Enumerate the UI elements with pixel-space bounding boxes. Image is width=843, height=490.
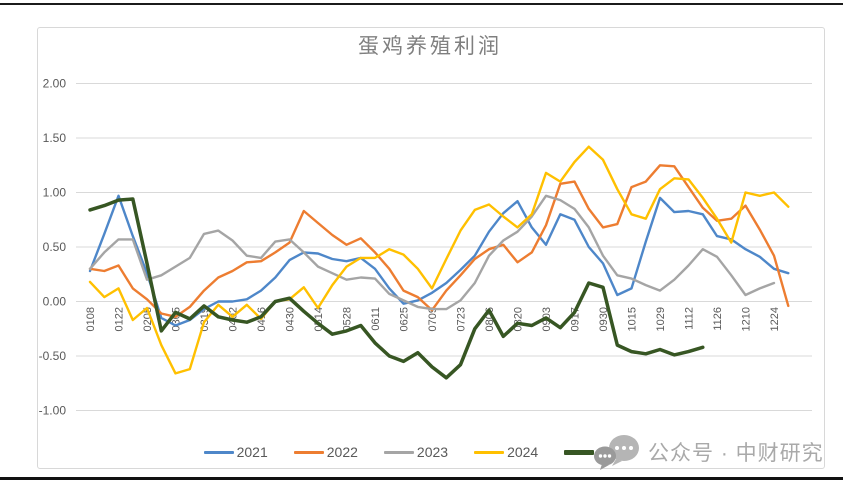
x-axis-label: 0528 — [342, 307, 354, 331]
y-axis-label: 1.50 — [43, 131, 67, 145]
legend-label: 2023 — [416, 444, 449, 460]
legend-label: 2024 — [507, 444, 539, 460]
legend-item-2024: 2024 — [474, 444, 538, 460]
watermark-text: 公众号 · 中财研究 — [648, 442, 824, 465]
y-axis-label: 2.00 — [43, 77, 67, 91]
y-axis-label: 0.00 — [43, 295, 67, 309]
legend-swatch-2025 — [564, 449, 595, 455]
series-line-2023 — [88, 194, 776, 311]
legend-item-2022: 2022 — [293, 444, 358, 460]
x-axis-label: 0611 — [370, 307, 382, 331]
x-axis-label: 1210 — [741, 307, 753, 331]
x-axis-label: 0430 — [285, 307, 297, 331]
chart-title: 蛋鸡养殖利润 — [358, 34, 502, 58]
x-axis-label: 1126 — [712, 307, 724, 331]
y-axis-label: -1.00 — [39, 404, 67, 418]
series-line-2025 — [88, 197, 705, 380]
legend-item-2023: 2023 — [383, 444, 449, 460]
top-divider — [0, 3, 843, 5]
legend-label: 2022 — [326, 444, 358, 460]
y-axis-label: 0.50 — [43, 240, 67, 254]
series-line-2024 — [88, 145, 790, 375]
x-axis-label: 0625 — [399, 307, 411, 331]
x-axis-label: 1112 — [684, 307, 696, 330]
x-axis-label: 1224 — [769, 307, 781, 331]
watermark: 公众号 · 中财研究 — [592, 433, 824, 471]
legend-label: 2021 — [236, 444, 268, 460]
wechat-chat-bubbles-icon — [594, 435, 639, 470]
x-axis-label: 0108 — [85, 307, 97, 331]
y-axis-label: 1.00 — [43, 186, 67, 200]
chart-card — [37, 27, 825, 469]
legend-item-2021: 2021 — [203, 444, 268, 460]
x-axis-label: 0122 — [114, 307, 126, 331]
x-axis-label: 1015 — [627, 307, 639, 331]
x-axis-label: 0930 — [598, 307, 610, 331]
series-line-2021 — [88, 194, 790, 327]
legend-swatch-2024 — [474, 450, 505, 454]
legend-swatch-2023 — [383, 450, 414, 454]
legend-swatch-2022 — [293, 450, 324, 454]
x-axis-label: 0205 — [142, 307, 154, 331]
y-axis-label: -0.50 — [39, 349, 67, 363]
bottom-divider — [0, 477, 843, 480]
x-axis-label: 1029 — [655, 307, 667, 331]
x-axis-label: 0723 — [456, 307, 468, 331]
series-line-2022 — [88, 164, 790, 318]
legend-swatch-2021 — [203, 450, 234, 454]
x-axis-label: 0709 — [427, 307, 439, 331]
